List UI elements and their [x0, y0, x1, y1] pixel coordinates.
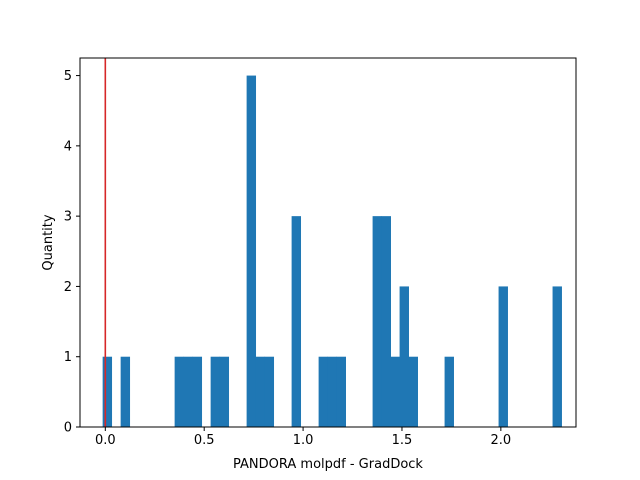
histogram-bar [390, 356, 400, 427]
histogram-bar [372, 216, 382, 427]
y-axis-ticks: 0 1 2 3 4 5 [64, 69, 80, 436]
histogram-bars [102, 75, 562, 427]
y-tick-label: 4 [64, 139, 72, 154]
histogram-bar [399, 286, 409, 427]
y-tick-label: 2 [64, 280, 72, 295]
histogram-bar [552, 286, 562, 427]
histogram-bar [264, 356, 275, 427]
x-tick-label: 2.0 [491, 433, 512, 448]
histogram-bar [498, 286, 508, 427]
histogram-bar [318, 356, 329, 427]
histogram-bar [210, 356, 221, 427]
histogram-bar [255, 356, 266, 427]
histogram-bar [336, 356, 346, 427]
y-axis-label: Quantity [41, 214, 56, 270]
histogram-bar [291, 216, 302, 427]
histogram-bar [327, 356, 337, 427]
histogram-bar [120, 356, 131, 427]
histogram-bar [174, 356, 185, 427]
histogram-bar [102, 356, 113, 427]
histogram-bar [381, 216, 391, 427]
plot-frame [79, 57, 577, 428]
x-axis-ticks: 0.0 0.5 1.0 1.5 2.0 [95, 427, 511, 448]
x-tick-label: 1.5 [392, 433, 413, 448]
x-tick-label: 0.5 [194, 433, 215, 448]
histogram-bar [444, 356, 454, 427]
histogram-bar [219, 356, 230, 427]
histogram-bar [192, 356, 203, 427]
x-tick-label: 1.0 [293, 433, 314, 448]
x-axis-label: PANDORA molpdf - GradDock [233, 457, 423, 472]
y-tick-label: 1 [64, 350, 72, 365]
histogram-bar [246, 75, 257, 427]
y-tick-label: 3 [64, 210, 72, 225]
x-tick-label: 0.0 [95, 433, 116, 448]
y-tick-label: 0 [64, 421, 72, 436]
histogram-bar [183, 356, 194, 427]
histogram-bar [408, 356, 418, 427]
y-tick-label: 5 [64, 69, 72, 84]
